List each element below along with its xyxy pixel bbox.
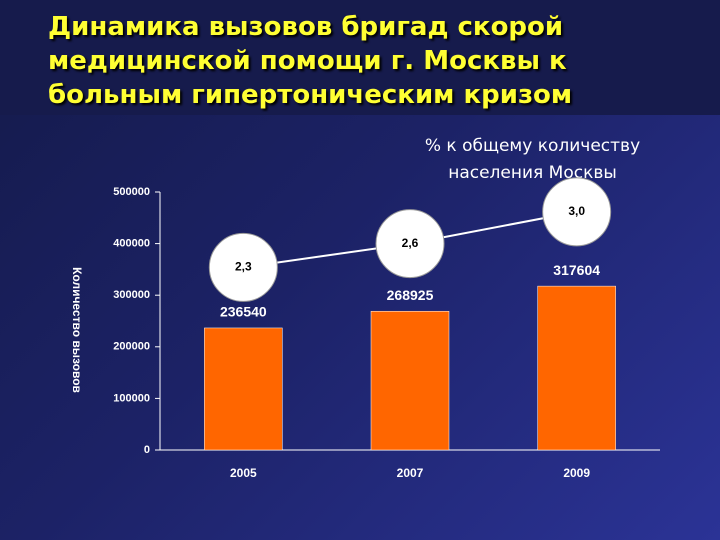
y-axis-label: Количество вызовов — [70, 267, 84, 393]
x-tick-label: 2005 — [230, 466, 257, 480]
percent-label: 2,3 — [235, 260, 252, 274]
percent-bubble — [542, 177, 612, 247]
percent-label: 3,0 — [568, 204, 585, 218]
percent-bubble — [208, 232, 278, 302]
y-tick-label: 500000 — [113, 186, 150, 198]
y-tick-label: 400000 — [113, 238, 150, 250]
y-tick-label: 100000 — [113, 392, 150, 404]
bar-value-label: 236540 — [220, 304, 267, 320]
bar — [204, 327, 283, 451]
y-tick-label: 0 — [144, 444, 150, 456]
bar-value-label: 317604 — [553, 262, 600, 278]
bar — [370, 310, 450, 451]
bar-value-label: 268925 — [387, 287, 434, 303]
percent-label: 2,6 — [402, 236, 419, 250]
bar — [537, 285, 616, 451]
percent-bubble — [375, 209, 445, 279]
x-tick-label: 2009 — [563, 466, 590, 480]
y-tick-label: 200000 — [113, 341, 150, 353]
x-tick-label: 2007 — [397, 466, 424, 480]
title-bar — [0, 0, 720, 115]
y-tick-label: 300000 — [113, 289, 150, 301]
slide-title: Динамика вызовов бригад скорой медицинск… — [48, 12, 573, 110]
